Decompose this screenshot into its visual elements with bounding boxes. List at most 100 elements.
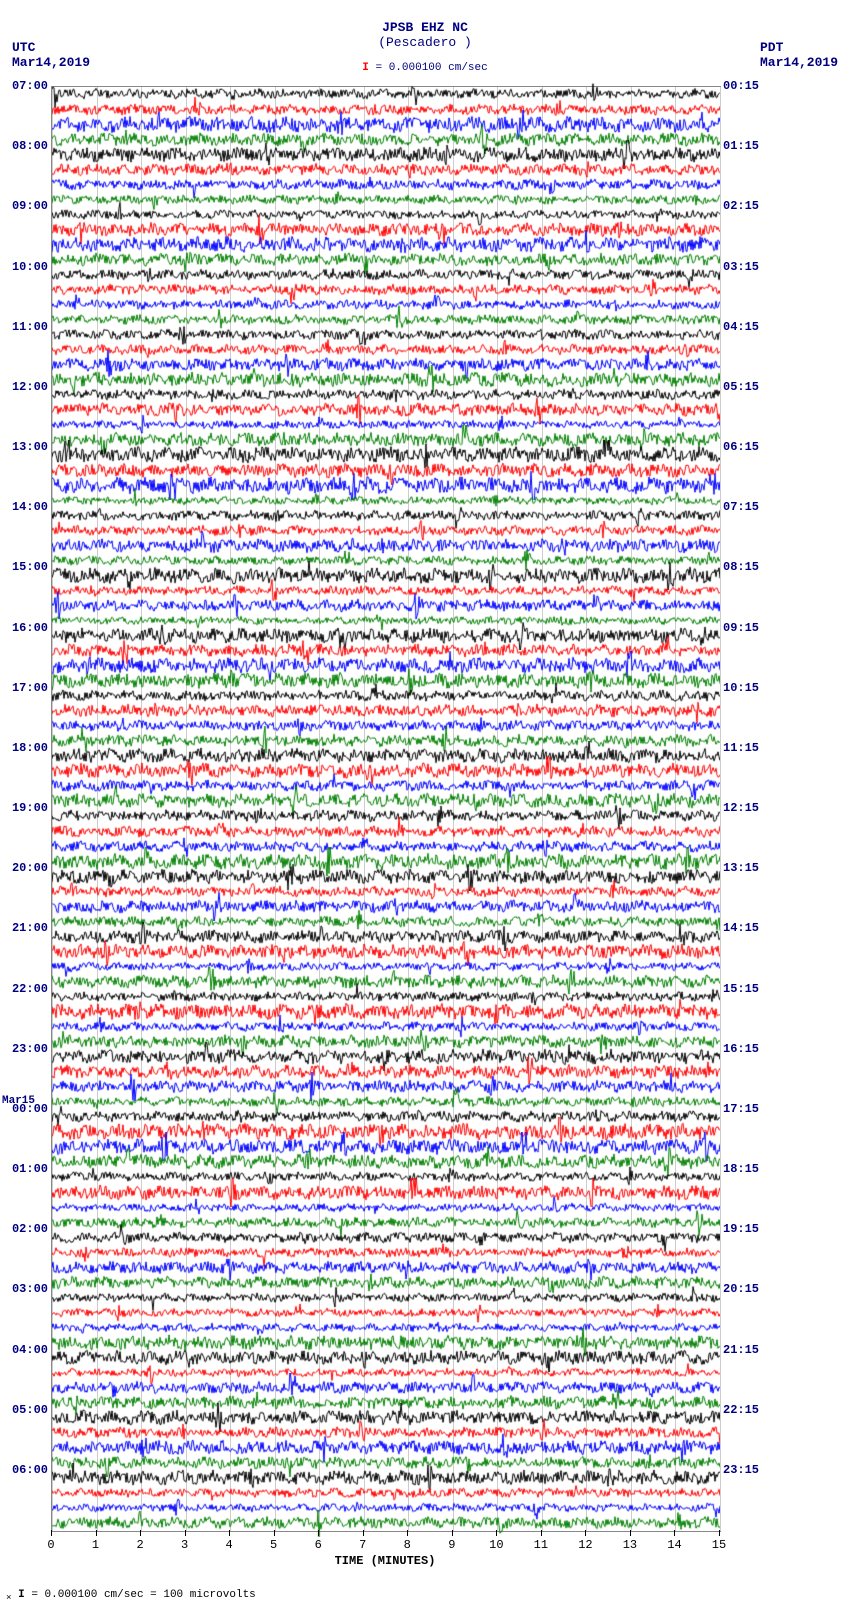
x-tick bbox=[496, 1530, 497, 1536]
pdt-time-label: 16:15 bbox=[723, 1042, 771, 1056]
pdt-time-label: 19:15 bbox=[723, 1222, 771, 1236]
pdt-time-label: 18:15 bbox=[723, 1162, 771, 1176]
x-tick bbox=[363, 1530, 364, 1536]
x-tick-label: 8 bbox=[404, 1538, 411, 1552]
station-channel: JPSB EHZ NC bbox=[382, 20, 468, 35]
pdt-time-label: 12:15 bbox=[723, 801, 771, 815]
x-tick-label: 11 bbox=[534, 1538, 548, 1552]
pdt-time-label: 03:15 bbox=[723, 260, 771, 274]
utc-time-label: 11:00 bbox=[0, 320, 48, 334]
pdt-time-label: 15:15 bbox=[723, 982, 771, 996]
pdt-time-label: 01:15 bbox=[723, 139, 771, 153]
utc-time-label: 23:00 bbox=[0, 1042, 48, 1056]
utc-time-label: 20:00 bbox=[0, 861, 48, 875]
utc-time-label: 19:00 bbox=[0, 801, 48, 815]
x-tick-label: 13 bbox=[623, 1538, 637, 1552]
x-tick-label: 2 bbox=[136, 1538, 143, 1552]
x-tick bbox=[541, 1530, 542, 1536]
x-tick-label: 3 bbox=[181, 1538, 188, 1552]
x-tick bbox=[185, 1530, 186, 1536]
pdt-time-label: 05:15 bbox=[723, 380, 771, 394]
utc-time-label: 18:00 bbox=[0, 741, 48, 755]
gridline-v bbox=[720, 87, 721, 1531]
utc-time-label: 17:00 bbox=[0, 681, 48, 695]
pdt-time-label: 00:15 bbox=[723, 79, 771, 93]
pdt-time-label: 13:15 bbox=[723, 861, 771, 875]
footer-scale: × I = 0.000100 cm/sec = 100 microvolts bbox=[6, 1589, 256, 1603]
utc-time-label: 01:00 bbox=[0, 1162, 48, 1176]
utc-time-label: 16:00 bbox=[0, 621, 48, 635]
x-tick-label: 4 bbox=[226, 1538, 233, 1552]
x-tick bbox=[318, 1530, 319, 1536]
pdt-time-label: 04:15 bbox=[723, 320, 771, 334]
x-tick-label: 7 bbox=[359, 1538, 366, 1552]
x-tick bbox=[719, 1530, 720, 1536]
pdt-time-label: 11:15 bbox=[723, 741, 771, 755]
pdt-time-label: 17:15 bbox=[723, 1102, 771, 1116]
pdt-time-label: 02:15 bbox=[723, 199, 771, 213]
pdt-time-label: 08:15 bbox=[723, 560, 771, 574]
utc-time-label: 12:00 bbox=[0, 380, 48, 394]
x-tick bbox=[674, 1530, 675, 1536]
pdt-time-label: 09:15 bbox=[723, 621, 771, 635]
x-tick-label: 0 bbox=[47, 1538, 54, 1552]
footer-scale-icon: I bbox=[18, 1589, 25, 1601]
utc-time-label: 22:00 bbox=[0, 982, 48, 996]
utc-time-label: 06:00 bbox=[0, 1463, 48, 1477]
scale-text: = 0.000100 cm/sec bbox=[376, 62, 488, 74]
station-location: (Pescadero ) bbox=[378, 35, 472, 50]
pdt-time-label: 23:15 bbox=[723, 1463, 771, 1477]
pdt-time-label: 14:15 bbox=[723, 921, 771, 935]
pdt-time-label: 22:15 bbox=[723, 1403, 771, 1417]
x-tick-label: 15 bbox=[712, 1538, 726, 1552]
utc-time-label: 10:00 bbox=[0, 260, 48, 274]
seismogram-container: JPSB EHZ NC (Pescadero ) I = 0.000100 cm… bbox=[0, 0, 850, 1613]
x-tick-label: 1 bbox=[92, 1538, 99, 1552]
x-tick bbox=[630, 1530, 631, 1536]
x-tick-label: 12 bbox=[578, 1538, 592, 1552]
scale-indicator: I = 0.000100 cm/sec bbox=[362, 62, 487, 74]
x-tick-label: 6 bbox=[315, 1538, 322, 1552]
pdt-date: Mar14,2019 bbox=[760, 55, 838, 70]
utc-zone: UTC bbox=[12, 40, 35, 55]
pdt-time-label: 20:15 bbox=[723, 1282, 771, 1296]
x-tick bbox=[585, 1530, 586, 1536]
pdt-header: PDT Mar14,2019 bbox=[760, 40, 838, 70]
utc-time-label: 03:00 bbox=[0, 1282, 48, 1296]
utc-time-label: 00:00 bbox=[0, 1102, 48, 1116]
x-tick-label: 10 bbox=[489, 1538, 503, 1552]
x-tick-label: 9 bbox=[448, 1538, 455, 1552]
x-tick bbox=[229, 1530, 230, 1536]
utc-time-label: 02:00 bbox=[0, 1222, 48, 1236]
utc-date: Mar14,2019 bbox=[12, 55, 90, 70]
x-tick-label: 14 bbox=[667, 1538, 681, 1552]
x-tick bbox=[452, 1530, 453, 1536]
utc-time-label: 04:00 bbox=[0, 1343, 48, 1357]
utc-time-label: 05:00 bbox=[0, 1403, 48, 1417]
pdt-time-label: 06:15 bbox=[723, 440, 771, 454]
pdt-time-label: 10:15 bbox=[723, 681, 771, 695]
pdt-time-label: 21:15 bbox=[723, 1343, 771, 1357]
utc-time-label: 13:00 bbox=[0, 440, 48, 454]
pdt-zone: PDT bbox=[760, 40, 783, 55]
utc-time-label: 15:00 bbox=[0, 560, 48, 574]
utc-time-label: 08:00 bbox=[0, 139, 48, 153]
station-title: JPSB EHZ NC (Pescadero ) bbox=[378, 20, 472, 50]
x-axis-label: TIME (MINUTES) bbox=[335, 1554, 436, 1568]
pdt-time-label: 07:15 bbox=[723, 500, 771, 514]
utc-time-label: 07:00 bbox=[0, 79, 48, 93]
x-tick bbox=[140, 1530, 141, 1536]
x-axis: TIME (MINUTES) 0123456789101112131415 bbox=[51, 1530, 719, 1570]
utc-time-label: 14:00 bbox=[0, 500, 48, 514]
utc-time-label: 09:00 bbox=[0, 199, 48, 213]
utc-time-label: 21:00 bbox=[0, 921, 48, 935]
x-tick-label: 5 bbox=[270, 1538, 277, 1552]
footer-scale-text: = 0.000100 cm/sec = 100 microvolts bbox=[31, 1589, 255, 1601]
seismogram-plot bbox=[51, 86, 721, 1532]
x-tick bbox=[274, 1530, 275, 1536]
x-tick bbox=[407, 1530, 408, 1536]
scale-icon: I bbox=[362, 62, 369, 74]
x-tick bbox=[96, 1530, 97, 1536]
utc-header: UTC Mar14,2019 bbox=[12, 40, 90, 70]
x-tick bbox=[51, 1530, 52, 1536]
